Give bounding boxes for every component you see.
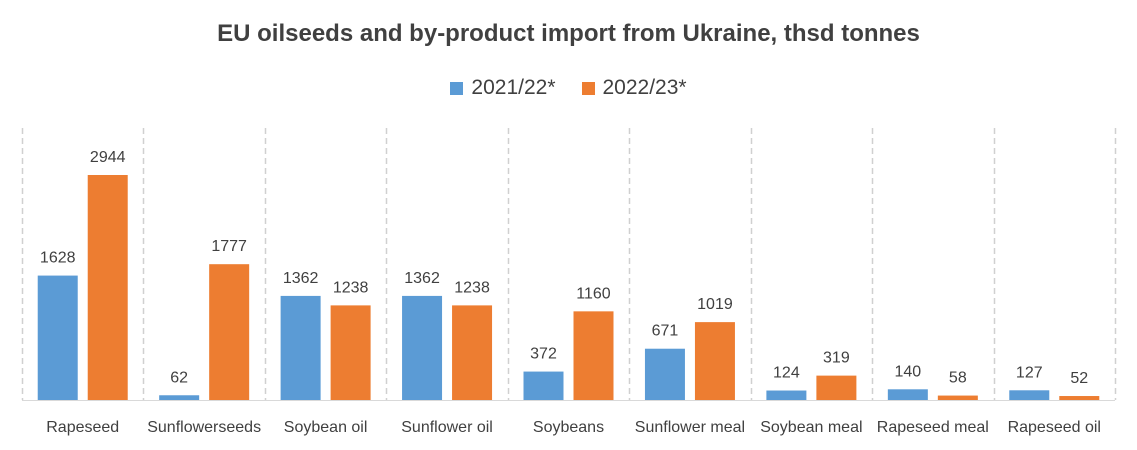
bar [1009, 390, 1050, 400]
legend-label-series-2: 2022/23* [602, 76, 687, 99]
x-tick-label: Soybean meal [760, 419, 862, 436]
x-tick-label: Rapeseed meal [877, 419, 989, 436]
data-label: 52 [1070, 370, 1088, 387]
bar [644, 348, 685, 400]
bar [87, 175, 128, 400]
data-label: 2944 [90, 149, 126, 166]
bar [573, 311, 614, 400]
data-label: 1777 [211, 238, 247, 255]
data-label: 58 [949, 370, 967, 387]
bar [887, 389, 928, 400]
legend-swatch-series-1 [450, 81, 464, 95]
chart-title: EU oilseeds and by-product import from U… [217, 20, 920, 47]
x-tick-label: Sunflower meal [635, 419, 745, 436]
data-label: 124 [773, 365, 800, 382]
x-tick-label: Rapeseed [46, 419, 119, 436]
bar [1059, 396, 1100, 400]
bar [523, 371, 564, 400]
x-tick-label: Sunflower oil [401, 419, 493, 436]
legend-label-series-1: 2021/22* [471, 76, 556, 99]
data-label: 1019 [697, 296, 733, 313]
bar [37, 275, 78, 400]
legend-item-series-2: 2022/23* [581, 76, 687, 100]
data-label: 671 [652, 323, 679, 340]
bar [280, 295, 321, 400]
bar [402, 295, 443, 400]
legend-item-series-1: 2021/22* [450, 76, 556, 100]
bar [937, 395, 978, 400]
bar [209, 264, 250, 400]
x-tick-label: Rapeseed oil [1008, 419, 1101, 436]
bar [766, 390, 807, 400]
legend: 2021/22* 2022/23* [0, 76, 1137, 100]
data-label: 62 [170, 369, 188, 386]
data-label: 1238 [333, 279, 369, 296]
data-label: 319 [823, 350, 850, 367]
bar [159, 395, 200, 400]
bar [694, 322, 735, 400]
bar [330, 305, 371, 400]
data-label: 1362 [283, 270, 319, 287]
data-label: 1362 [404, 270, 440, 287]
data-label: 140 [894, 363, 921, 380]
bar [452, 305, 493, 400]
data-label: 1628 [40, 250, 76, 267]
data-label: 372 [530, 346, 557, 363]
x-tick-label: Soybeans [533, 419, 604, 436]
x-tick-label: Soybean oil [284, 419, 368, 436]
bar [816, 375, 857, 400]
data-label: 1238 [454, 279, 490, 296]
x-tick-label: Sunflowerseeds [147, 419, 261, 436]
legend-swatch-series-2 [581, 81, 595, 95]
data-label: 1160 [576, 285, 611, 302]
data-label: 127 [1016, 364, 1043, 381]
